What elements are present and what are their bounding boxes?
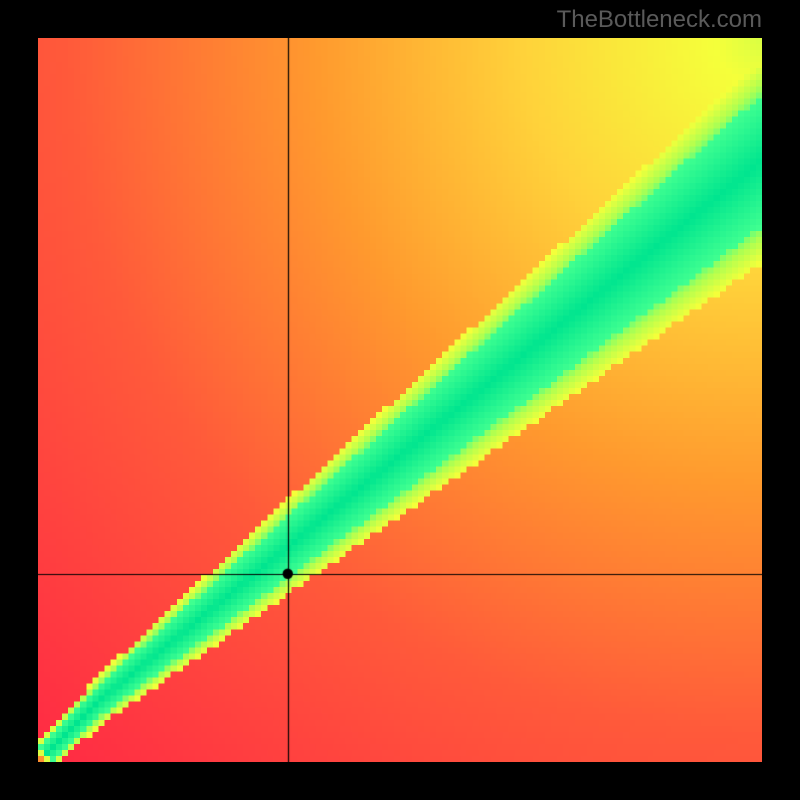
watermark-text: TheBottleneck.com — [557, 6, 762, 34]
chart-container: { "watermark": { "text": "TheBottleneck.… — [0, 0, 800, 800]
heatmap-plot — [38, 38, 762, 762]
